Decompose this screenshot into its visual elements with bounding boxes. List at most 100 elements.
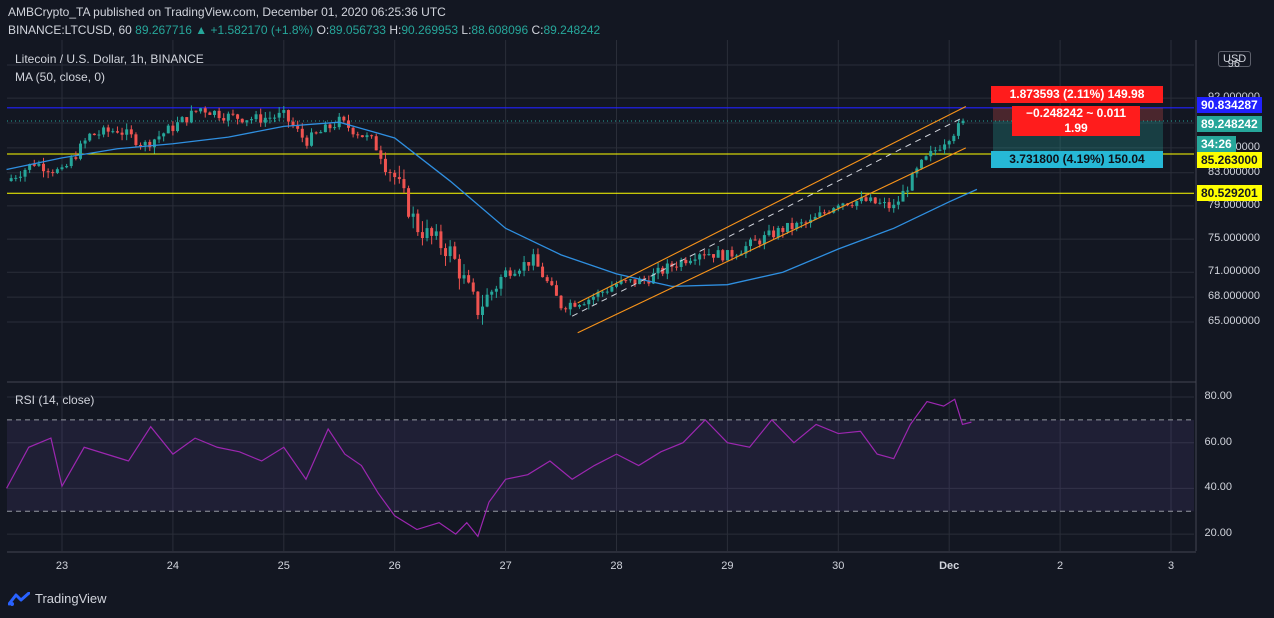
chart-header: AMBCrypto_TA published on TradingView.co… — [0, 0, 1274, 40]
candle-body — [638, 278, 642, 285]
candle-body — [310, 132, 314, 146]
candle-body — [88, 133, 92, 141]
candle-body — [157, 136, 161, 140]
candle-body — [407, 188, 411, 217]
candle-body — [476, 291, 480, 315]
candles — [9, 105, 965, 325]
candle-body — [346, 120, 350, 128]
candle-body — [434, 231, 438, 236]
candle-body — [596, 291, 600, 297]
candle-body — [259, 114, 263, 123]
candle-body — [365, 135, 369, 138]
candle-body — [217, 110, 221, 119]
countdown-tag: 34:26 — [1197, 136, 1236, 152]
candle-body — [152, 139, 156, 148]
time-tick-label: 28 — [610, 560, 623, 572]
candle-body — [360, 135, 364, 138]
candle-body — [721, 250, 725, 261]
candle-body — [296, 125, 300, 129]
candle-body — [226, 113, 230, 121]
publisher-name[interactable]: AMBCrypto_TA — [8, 5, 90, 19]
candle-body — [767, 230, 771, 236]
candle-body — [453, 246, 457, 259]
candle-body — [947, 141, 951, 145]
candle-body — [129, 129, 133, 135]
candle-body — [582, 304, 586, 306]
low-label: L: — [461, 23, 472, 37]
candle-body — [859, 197, 863, 202]
candle-body — [23, 169, 27, 177]
candle-body — [171, 125, 175, 132]
candle-body — [462, 275, 466, 279]
candle-body — [924, 156, 928, 160]
candle-body — [938, 149, 942, 151]
candle-body — [712, 254, 716, 258]
candle-body — [273, 117, 277, 119]
rsi-line — [6, 398, 972, 538]
candle-body — [236, 114, 240, 119]
price-tick-label: 83.000000 — [1208, 165, 1260, 178]
candle-body — [249, 119, 253, 121]
tradingview-logo[interactable]: TradingView — [8, 591, 107, 606]
candle-body — [776, 228, 780, 238]
candle-body — [605, 291, 609, 293]
candle-body — [675, 266, 679, 268]
candle-body — [790, 222, 794, 230]
candle-body — [522, 262, 526, 271]
time-tick-label: 24 — [166, 560, 180, 572]
candle-body — [906, 190, 910, 192]
candle-body — [684, 259, 688, 264]
candle-body — [402, 179, 406, 189]
price-tick-label: 96 — [1227, 58, 1240, 70]
candle-body — [9, 178, 13, 182]
candle-body — [263, 117, 267, 123]
candle-body — [753, 239, 757, 241]
candle-body — [46, 171, 50, 173]
candle-body — [564, 308, 568, 310]
candle-body — [333, 127, 337, 129]
candle-body — [448, 246, 452, 257]
candle-body — [744, 246, 748, 254]
currency-badge[interactable]: USD — [1218, 51, 1252, 67]
channel-lower-line — [577, 147, 967, 334]
candle-body — [762, 235, 766, 245]
low-value: 88.608096 — [471, 23, 529, 37]
candle-body — [300, 128, 304, 138]
candle-body — [18, 176, 22, 178]
candle-body — [490, 291, 494, 295]
candle-body — [661, 267, 665, 274]
candle-body — [633, 279, 637, 285]
last-price: 89.267716 — [135, 23, 192, 37]
candle-body — [795, 222, 799, 230]
ma-legend[interactable]: MA (50, close, 0) — [15, 70, 106, 84]
candle-body — [698, 254, 702, 260]
candle-body — [485, 294, 489, 307]
candle-body — [342, 116, 346, 121]
candle-body — [480, 306, 484, 315]
candle-body — [286, 110, 290, 122]
candle-body — [411, 213, 415, 217]
chart-title[interactable]: Litecoin / U.S. Dollar, 1h, BINANCE — [15, 52, 204, 66]
candle-body — [176, 122, 180, 132]
candle-body — [527, 262, 531, 266]
candle-body — [42, 163, 46, 172]
candle-body — [55, 169, 59, 173]
candle-body — [869, 197, 873, 201]
candle-body — [370, 135, 374, 137]
candle-body — [919, 159, 923, 169]
candle-body — [166, 125, 170, 134]
candle-body — [277, 112, 281, 118]
candle-body — [656, 267, 660, 274]
candle-body — [83, 140, 87, 144]
price-tick-label: 79.000000 — [1208, 198, 1260, 211]
candle-body — [467, 275, 471, 283]
rsi-legend[interactable]: RSI (14, close) — [15, 393, 95, 407]
high-value: 90.269953 — [401, 23, 459, 37]
time-tick-label: 3 — [1167, 560, 1175, 572]
candle-body — [573, 302, 577, 307]
candle-body — [822, 212, 826, 214]
candle-body — [651, 273, 655, 284]
candle-body — [864, 197, 868, 201]
candle-body — [961, 120, 965, 124]
candle-body — [106, 127, 110, 132]
